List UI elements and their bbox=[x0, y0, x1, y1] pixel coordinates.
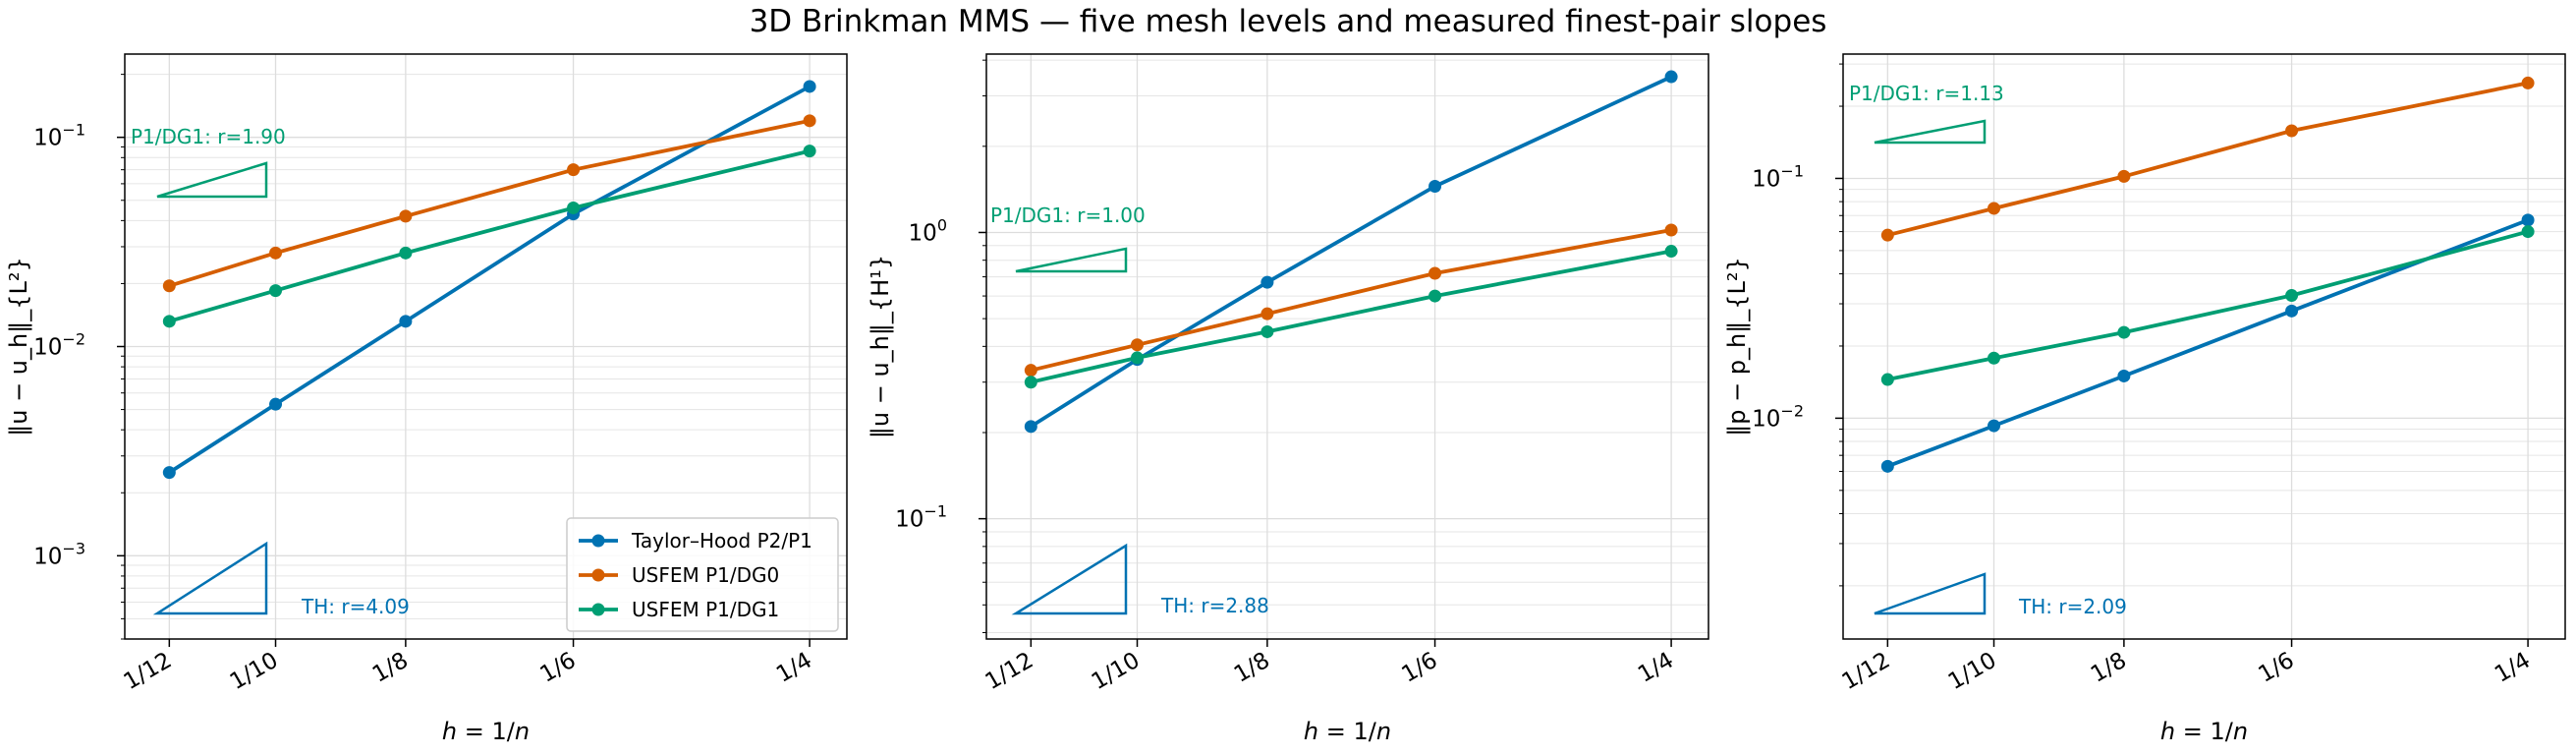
y-tick-label: 10−2 bbox=[1752, 401, 1804, 432]
legend-label: USFEM P1/DG1 bbox=[632, 598, 779, 621]
x-axis-label: h = 1/n bbox=[2160, 718, 2248, 745]
data-point bbox=[1260, 275, 1274, 289]
data-point bbox=[1024, 364, 1037, 378]
y-tick-label: 10−1 bbox=[1752, 161, 1804, 192]
slope-triangle bbox=[1874, 119, 1987, 145]
legend-label: Taylor–Hood P2/P1 bbox=[631, 529, 812, 552]
y-tick-label: 10−3 bbox=[33, 539, 85, 569]
data-point bbox=[2117, 325, 2131, 339]
data-point bbox=[1664, 70, 1678, 84]
slope-annotation: TH: r=2.09 bbox=[2018, 595, 2127, 618]
data-point bbox=[1260, 324, 1274, 338]
legend-box bbox=[566, 517, 839, 632]
slope-annotation: P1/DG1: r=1.90 bbox=[131, 125, 286, 148]
data-point bbox=[2521, 76, 2535, 89]
data-point bbox=[1428, 179, 1442, 193]
slope-triangle bbox=[1874, 572, 1987, 615]
data-point bbox=[1131, 338, 1145, 352]
figure-title: 3D Brinkman MMS — five mesh levels and m… bbox=[750, 4, 1827, 39]
data-point bbox=[399, 315, 413, 328]
data-point bbox=[399, 246, 413, 260]
data-point bbox=[1428, 289, 1442, 303]
data-point bbox=[2521, 225, 2535, 239]
data-point bbox=[2117, 369, 2131, 382]
data-point bbox=[567, 201, 581, 214]
data-point bbox=[2117, 169, 2131, 183]
x-axis-label: h = 1/n bbox=[442, 718, 530, 745]
data-point bbox=[1880, 228, 1894, 242]
data-point bbox=[1024, 376, 1037, 389]
y-tick-label: 10−1 bbox=[33, 121, 85, 151]
data-point bbox=[1664, 223, 1678, 237]
slope-triangle bbox=[1011, 543, 1128, 615]
data-point bbox=[2521, 213, 2535, 227]
data-point bbox=[803, 80, 816, 93]
legend-marker bbox=[591, 568, 605, 582]
data-point bbox=[803, 145, 816, 158]
slope-annotation: TH: r=2.88 bbox=[1160, 594, 1269, 617]
slope-annotation: TH: r=4.09 bbox=[301, 595, 410, 618]
data-point bbox=[162, 315, 176, 328]
data-point bbox=[1428, 266, 1442, 280]
data-point bbox=[162, 279, 176, 293]
y-axis-label: ‖u − u_h‖_{L²} bbox=[5, 257, 32, 436]
slope-triangle bbox=[156, 161, 268, 199]
data-point bbox=[399, 209, 413, 223]
data-point bbox=[2285, 289, 2299, 303]
x-axis-label: h = 1/n bbox=[1304, 718, 1391, 745]
y-axis-label: ‖p − p_h‖_{L²} bbox=[1723, 257, 1751, 436]
legend-marker bbox=[591, 603, 605, 616]
y-axis-label: ‖u − u_h‖_{H¹} bbox=[867, 255, 894, 438]
data-point bbox=[1988, 419, 2001, 433]
data-point bbox=[2285, 304, 2299, 318]
plot-frame bbox=[985, 53, 1709, 640]
data-point bbox=[1131, 351, 1145, 365]
legend-label: USFEM P1/DG0 bbox=[632, 563, 779, 587]
plot-frame bbox=[124, 53, 848, 640]
y-tick-label: 100 bbox=[909, 215, 947, 246]
data-point bbox=[1880, 459, 1894, 473]
y-tick-label: 10−1 bbox=[895, 502, 947, 533]
legend-marker bbox=[591, 534, 605, 548]
plot-frame bbox=[1842, 53, 2566, 640]
slope-triangle bbox=[1015, 247, 1128, 273]
data-point bbox=[269, 284, 283, 298]
data-point bbox=[2285, 124, 2299, 138]
y-tick-label: 10−2 bbox=[33, 330, 85, 361]
legend: Taylor–Hood P2/P1 USFEM P1/DG0 USFEM P1/DG… bbox=[566, 517, 839, 632]
data-point bbox=[269, 397, 283, 411]
slope-triangle bbox=[152, 541, 268, 615]
data-point bbox=[1988, 351, 2001, 365]
data-point bbox=[1260, 307, 1274, 320]
slope-annotation: P1/DG1: r=1.00 bbox=[990, 204, 1146, 227]
data-point bbox=[567, 163, 581, 177]
data-point bbox=[1880, 373, 1894, 386]
data-point bbox=[269, 246, 283, 260]
data-point bbox=[1024, 420, 1037, 434]
data-point bbox=[162, 466, 176, 480]
data-point bbox=[1988, 202, 2001, 215]
data-point bbox=[803, 114, 816, 128]
data-point bbox=[1664, 245, 1678, 259]
slope-annotation: P1/DG1: r=1.13 bbox=[1849, 82, 2004, 105]
panel-1: 1/12 1/10 1/8 1/6 1/410−310−210−1h = 1/n‖u −… bbox=[5, 53, 848, 745]
